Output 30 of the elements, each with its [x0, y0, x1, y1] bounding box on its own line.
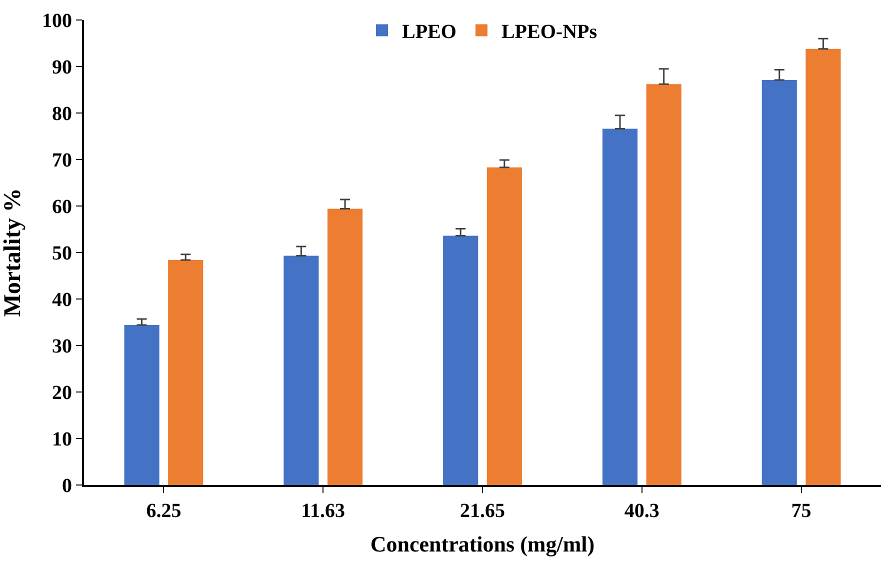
bar: [443, 236, 478, 485]
y-tick-label: 40: [52, 289, 72, 311]
x-tick-label: 11.63: [301, 500, 346, 522]
y-tick-label: 30: [52, 336, 72, 358]
x-tick-label: 75: [791, 500, 812, 522]
bar: [486, 167, 522, 485]
bar: [327, 208, 363, 485]
bar: [124, 325, 160, 485]
x-tick-label: 6.25: [146, 500, 182, 522]
y-tick-label: 90: [52, 56, 72, 78]
y-tick-label: 60: [52, 196, 72, 218]
legend-label: LPEO: [402, 21, 456, 43]
x-tick-label: 21.65: [460, 500, 505, 522]
y-tick-label: 100: [42, 10, 72, 32]
y-tick-label: 80: [52, 103, 72, 125]
y-tick-label: 20: [52, 382, 72, 404]
bar: [284, 256, 319, 485]
x-tick-label: 40.3: [624, 500, 660, 522]
y-axis-title: Mortality %: [0, 188, 26, 317]
x-axis-title: Concentrations (mg/ml): [370, 531, 595, 556]
bar: [602, 128, 638, 485]
y-tick-label: 0: [62, 475, 72, 497]
bar: [806, 48, 841, 485]
y-tick-label: 70: [52, 150, 72, 172]
bar: [168, 260, 204, 485]
y-tick-label: 10: [52, 428, 72, 450]
bar: [762, 80, 797, 485]
y-tick-label: 50: [52, 242, 72, 264]
legend-label: LPEO-NPs: [501, 21, 598, 43]
bar: [646, 84, 682, 485]
